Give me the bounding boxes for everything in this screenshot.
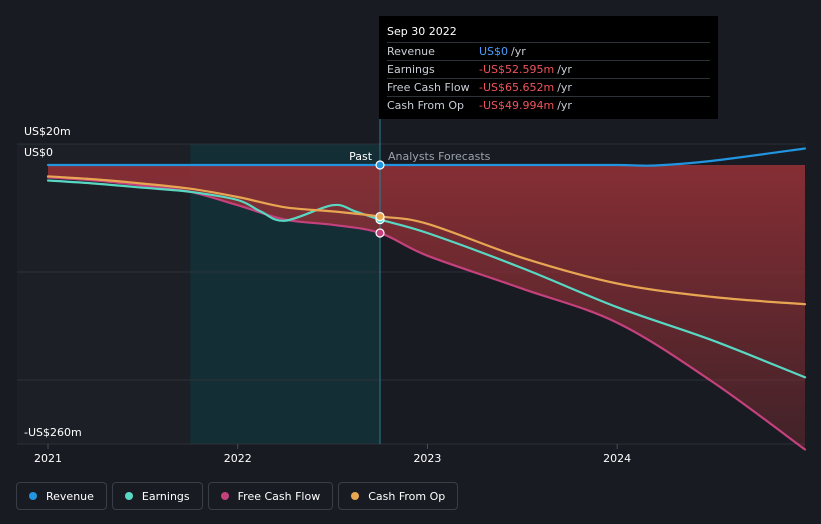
tooltip-value: -US$49.994m [479,99,555,112]
y-tick-label: US$20m [24,125,71,138]
tooltip-unit: /yr [511,45,526,58]
legend-label: Cash From Op [368,489,446,503]
tooltip-value: US$0 [479,45,509,58]
tooltip-value: -US$52.595m [479,63,555,76]
hover-markers [375,160,385,238]
marker-free-cash-flow [375,228,385,238]
area-fill [48,165,805,450]
tooltip-label: Revenue [387,45,435,58]
legend-item-cash-from-op[interactable]: Cash From Op [338,482,459,510]
y-tick-label: US$0 [24,146,53,159]
series-line-earnings [46,179,807,379]
legend-dot-icon [124,492,133,500]
tooltip-unit: /yr [557,81,572,94]
x-tick-label: 2021 [34,452,62,465]
tooltip-row-free-cash-flow: Free Cash Flow -US$65.652m /yr [387,79,710,97]
legend-item-free-cash-flow[interactable]: Free Cash Flow [207,482,334,510]
tooltip: Sep 30 2022 Revenue US$0 /yr Earnings -U… [379,16,718,119]
legend-label: Revenue [46,489,94,503]
tooltip-row-revenue: Revenue US$0 /yr [387,43,710,61]
y-tick-label: -US$260m [24,426,82,439]
forecast-label: Analysts Forecasts [388,150,491,163]
past-label: Past [349,150,373,163]
legend: Revenue Earnings Free Cash Flow Cash Fro… [16,482,459,510]
series-line-revenue [46,147,807,167]
tooltip-label: Free Cash Flow [387,81,470,94]
tooltip-row-cash-from-op: Cash From Op -US$49.994m /yr [387,97,710,114]
legend-item-earnings[interactable]: Earnings [111,482,203,510]
x-tick-label: 2024 [603,452,631,465]
tooltip-row-earnings: Earnings -US$52.595m /yr [387,61,710,79]
legend-dot-icon [220,492,229,500]
x-tick-label: 2022 [224,452,252,465]
legend-label: Free Cash Flow [237,489,321,503]
series-line-cash-from-op [46,175,807,306]
tooltip-label: Cash From Op [387,99,465,112]
series-lines [46,147,807,451]
tooltip-label: Earnings [387,63,435,76]
marker-cash-from-op [375,211,385,222]
legend-dot-icon [351,492,360,500]
x-tick-label: 2023 [413,452,441,465]
tooltip-date: Sep 30 2022 [387,24,710,43]
marker-revenue [375,160,385,170]
tooltip-unit: /yr [557,99,572,112]
x-axis-ticks: 2021 2022 2023 2024 [34,444,631,465]
tooltip-unit: /yr [557,63,572,76]
legend-label: Earnings [141,489,190,503]
tooltip-value: -US$65.652m [479,81,555,94]
legend-item-revenue[interactable]: Revenue [16,482,107,510]
series-line-free-cash-flow [46,176,807,451]
legend-dot-icon [29,492,37,500]
y-axis-ticks: US$20m US$0 -US$260m [24,125,82,439]
